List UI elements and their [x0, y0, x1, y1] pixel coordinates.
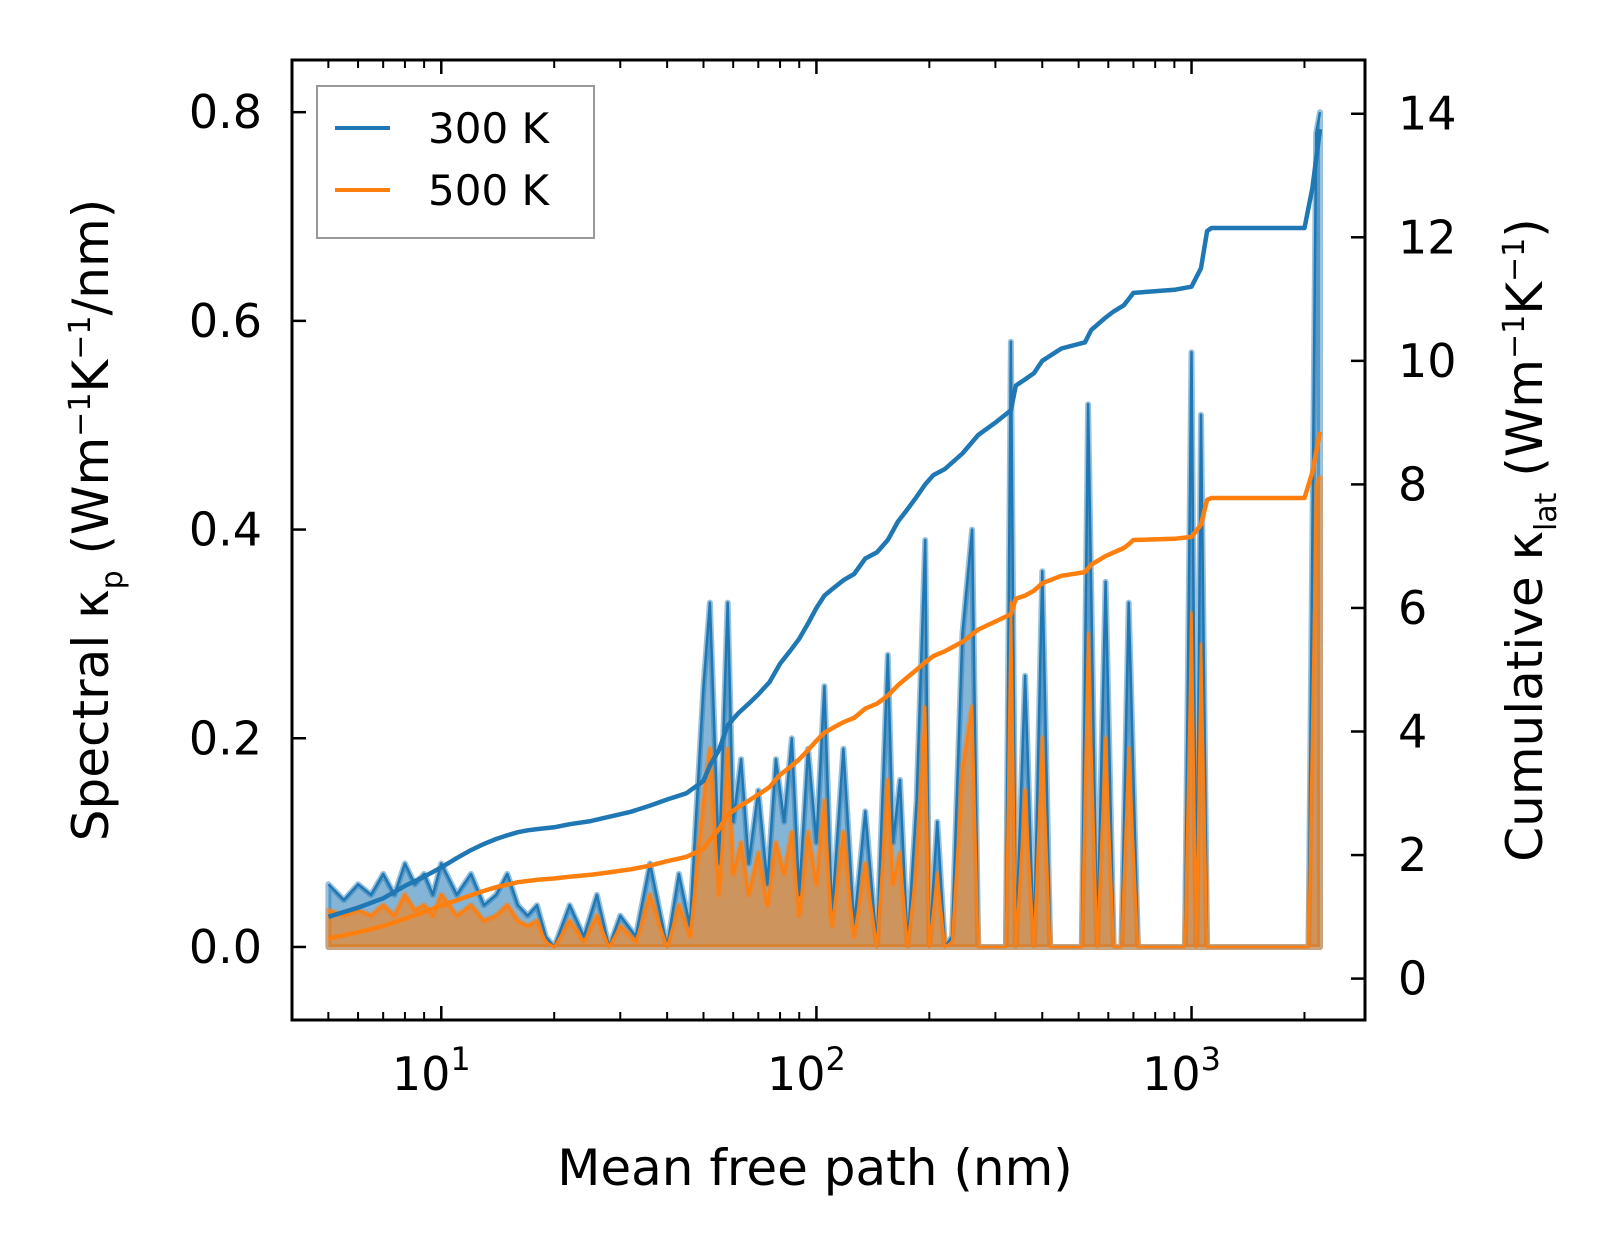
y-right-title-sub: lat [1529, 492, 1564, 531]
legend-box [316, 85, 595, 239]
y-right-title-prefix: Cumulative κ [1496, 531, 1554, 862]
y-left-tick-label: 0.0 [189, 920, 262, 974]
y-left-title-sup1: −1 [63, 393, 98, 437]
y-right-tick-label: 6 [1398, 581, 1427, 635]
y-left-axis-title: Spectral κp (Wm−1K−1/nm) [62, 199, 130, 841]
y-right-title-mid: (Wm [1496, 359, 1554, 493]
y-left-title-sub: p [95, 570, 130, 589]
x-tick-label: 102 [767, 1040, 846, 1101]
y-left-title-mid: (Wm [62, 437, 120, 571]
tick-label-layer: 101 102 103 0.0 0.2 0.4 0.6 0.8 0 2 4 6 8 10 12 14 [189, 85, 1457, 1101]
y-right-title-sup1: −1 [1497, 315, 1532, 359]
legend: 300 K 500 K [316, 85, 595, 239]
cumulative-line-layer [327, 128, 1323, 941]
y-left-title-sup2: −1 [63, 316, 98, 360]
x-axis-title: Mean free path (nm) [557, 1139, 1073, 1197]
y-left-tick-label: 0.6 [189, 294, 262, 348]
tick-layer [291, 60, 1365, 1020]
y-right-tick-label: 0 [1398, 952, 1427, 1006]
axes-frame [290, 58, 1367, 1022]
x-tick-label: 101 [392, 1040, 471, 1101]
y-right-tick-label: 14 [1398, 87, 1457, 141]
y-right-axis-title: Cumulative κlat (Wm−1K−1) [1496, 218, 1564, 862]
y-left-title-suffix: /nm) [62, 199, 120, 316]
spectral-line-500k [327, 476, 1322, 949]
y-right-tick-label: 4 [1398, 705, 1427, 759]
y-left-title-prefix: Spectral κ [62, 589, 120, 841]
y-right-title-k: K [1496, 281, 1554, 315]
cumulative-line-300k [327, 128, 1323, 919]
y-right-title-suffix: ) [1496, 218, 1554, 238]
x-tick-label: 103 [1142, 1040, 1221, 1101]
y-left-tick-label: 0.4 [189, 503, 262, 557]
spectral-line-layer [327, 111, 1322, 949]
legend-label-500k: 500 K [428, 166, 551, 215]
y-right-tick-label: 2 [1398, 828, 1427, 882]
y-right-tick-label: 10 [1398, 334, 1457, 388]
y-left-tick-label: 0.8 [189, 85, 262, 139]
y-right-title-sup2: −1 [1497, 238, 1532, 282]
y-right-tick-label: 8 [1398, 457, 1427, 511]
y-left-title-k: K [62, 359, 120, 393]
y-left-tick-label: 0.2 [189, 711, 262, 765]
legend-label-300k: 300 K [428, 104, 551, 153]
cumulative-line-500k [327, 431, 1323, 941]
y-right-tick-label: 12 [1398, 210, 1457, 264]
